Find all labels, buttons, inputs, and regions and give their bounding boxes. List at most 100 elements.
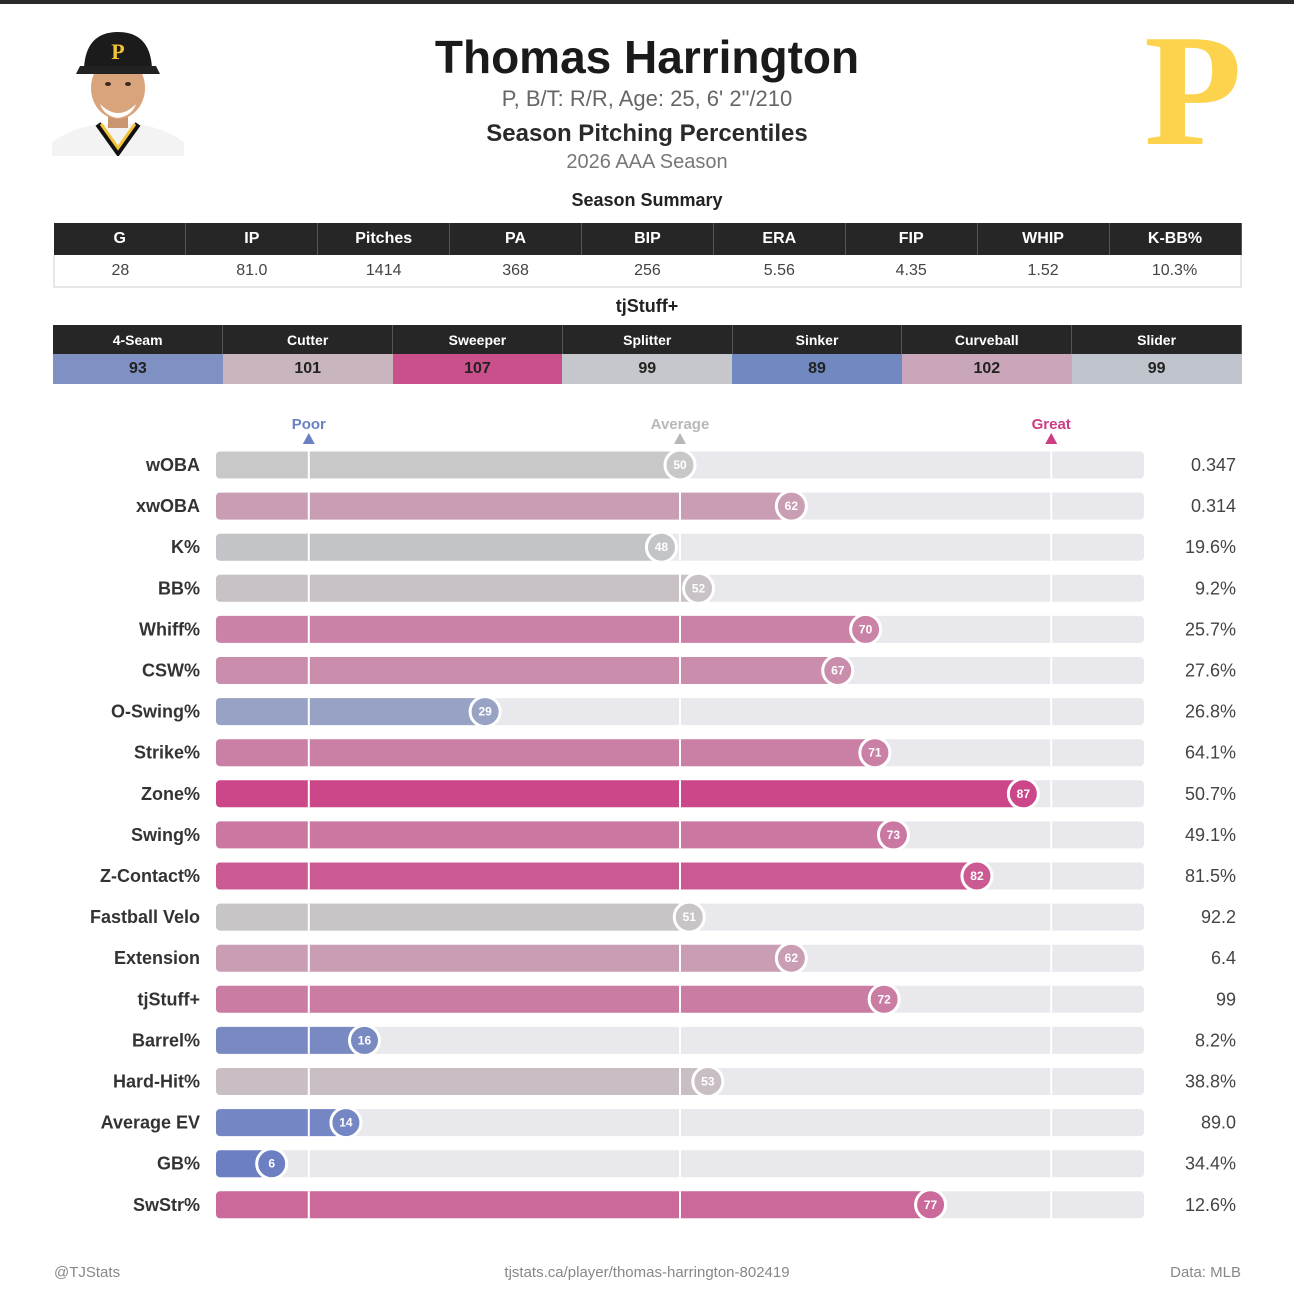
percentile-label: 50: [673, 458, 687, 472]
percentile-label: 14: [339, 1116, 353, 1130]
summary-value-cell: 81.0: [185, 255, 318, 288]
metric-value: 34.4%: [1185, 1154, 1236, 1174]
percentile-label: 67: [831, 664, 845, 678]
pitch-name-cell: 4-Seam: [53, 325, 224, 354]
metric-value: 0.314: [1191, 496, 1236, 516]
metric-label: Fastball Velo: [90, 907, 200, 927]
percentile-label: 73: [887, 828, 901, 842]
percentile-circle: [849, 612, 883, 646]
summary-header-cell: FIP: [845, 223, 978, 255]
footer-handle: @TJStats: [54, 1264, 121, 1281]
metric-value: 19.6%: [1185, 537, 1236, 557]
metric-label: Extension: [114, 948, 200, 968]
summary-value-cell: 1414: [317, 255, 450, 288]
player-bio: P, B/T: R/R, Age: 25, 6' 2"/210: [501, 86, 793, 111]
metric-value: 12.6%: [1185, 1195, 1236, 1215]
summary-header-cell: IP: [185, 223, 319, 255]
percentile-circle: [774, 941, 808, 975]
pitch-name-cell: Cutter: [222, 325, 394, 354]
marker-label: Poor: [292, 416, 326, 433]
summary-value-cell: 256: [581, 255, 714, 288]
summary-value-cell: 368: [449, 255, 582, 288]
team-logo: P: [1144, 24, 1242, 160]
summary-header-cell: K-BB%: [1109, 223, 1242, 255]
percentile-label: 52: [692, 581, 706, 595]
percentile-circle: [821, 654, 855, 687]
metric-label: wOBA: [145, 455, 200, 475]
percentile-label: 70: [859, 622, 873, 636]
marker-triangle-icon: [1045, 433, 1058, 444]
percentile-label: 77: [924, 1198, 938, 1212]
percentile-label: 62: [785, 499, 799, 513]
summary-title: Season Summary: [571, 190, 723, 210]
percentile-circle: [960, 859, 994, 893]
metric-label: Strike%: [134, 743, 200, 763]
percentile-bar: [216, 1068, 708, 1095]
metric-value: 49.1%: [1185, 825, 1236, 845]
metric-value: 9.2%: [1195, 578, 1236, 598]
percentile-bar: [216, 862, 977, 890]
player-headshot: P: [52, 24, 184, 156]
metric-label: Whiff%: [139, 619, 200, 639]
percentile-circle: [255, 1147, 289, 1181]
summary-value-cell: 28: [53, 255, 186, 288]
percentile-label: 6: [268, 1157, 275, 1171]
marker-label: Great: [1032, 416, 1071, 433]
metric-value: 89.0: [1201, 1113, 1236, 1133]
metric-value: 92.2: [1201, 907, 1236, 927]
percentile-label: 82: [970, 869, 984, 883]
percentile-circle: [347, 1023, 381, 1057]
metric-label: Average EV: [101, 1113, 200, 1133]
metric-value: 8.2%: [1195, 1030, 1236, 1050]
pitch-stuff-cell: 107: [392, 354, 563, 384]
summary-header-row: G IP Pitches PA BIP ERA FIP WHIP K-BB%: [54, 223, 1242, 255]
percentile-circle: [682, 571, 716, 605]
marker-triangle-icon: [674, 433, 686, 444]
season-subtitle: 2026 AAA Season: [566, 151, 728, 173]
pitch-stuff-cell: 101: [222, 354, 393, 384]
metric-label: Zone%: [141, 784, 200, 804]
metric-value: 81.5%: [1185, 866, 1236, 886]
percentile-label: 53: [701, 1075, 715, 1089]
percentile-bar: [216, 698, 486, 726]
percentile-circle: [774, 489, 808, 523]
percentile-label: 62: [785, 951, 799, 965]
marker-label: Average: [651, 416, 710, 433]
percentile-circle: [468, 695, 502, 729]
summary-value-row: 28 81.0 1414 368 256 5.56 4.35 1.52 10.3%: [53, 255, 1242, 288]
percentile-bar: [216, 780, 1024, 808]
summary-value-cell: 4.35: [845, 255, 978, 288]
metric-value: 99: [1216, 989, 1236, 1009]
tjstuff-header-row: 4-Seam Cutter Sweeper Splitter Sinker Curveba…: [53, 325, 1242, 354]
metric-label: tjStuff+: [138, 989, 201, 1009]
metric-label: O-Swing%: [111, 702, 200, 722]
percentile-label: 29: [478, 705, 492, 719]
percentile-circle: [691, 1065, 725, 1098]
percentile-label: 72: [877, 992, 891, 1006]
footer-source: Data: MLB: [1170, 1264, 1241, 1281]
metric-label: BB%: [158, 578, 200, 598]
percentile-bar: [216, 492, 792, 520]
season-summary-table: G IP Pitches PA BIP ERA FIP WHIP K-BB% 28 81.0 141…: [53, 223, 1242, 288]
tjstuff-title: tjStuff+: [615, 296, 679, 316]
metric-label: K%: [171, 537, 200, 557]
pitch-stuff-cell: 99: [562, 354, 733, 384]
summary-value-cell: 5.56: [713, 255, 846, 288]
metric-label: xwOBA: [136, 496, 200, 516]
top-border: [0, 0, 1294, 4]
percentile-label: 16: [358, 1033, 372, 1047]
percentile-circle: [1006, 777, 1040, 811]
metric-value: 38.8%: [1185, 1072, 1236, 1092]
metric-value: 6.4: [1211, 948, 1236, 968]
summary-header-cell: G: [54, 223, 187, 255]
percentile-bar: [216, 615, 866, 643]
player-name: Thomas Harrington: [434, 31, 860, 83]
percentile-bar: [216, 657, 838, 684]
summary-header-cell: BIP: [581, 223, 714, 255]
percentile-circle: [858, 736, 892, 770]
team-logo-letter: P: [1144, 24, 1242, 160]
page-title: Season Pitching Percentiles: [486, 120, 808, 147]
percentile-bar: [216, 574, 699, 602]
metric-value: 50.7%: [1185, 784, 1236, 804]
percentile-circle: [329, 1106, 363, 1140]
